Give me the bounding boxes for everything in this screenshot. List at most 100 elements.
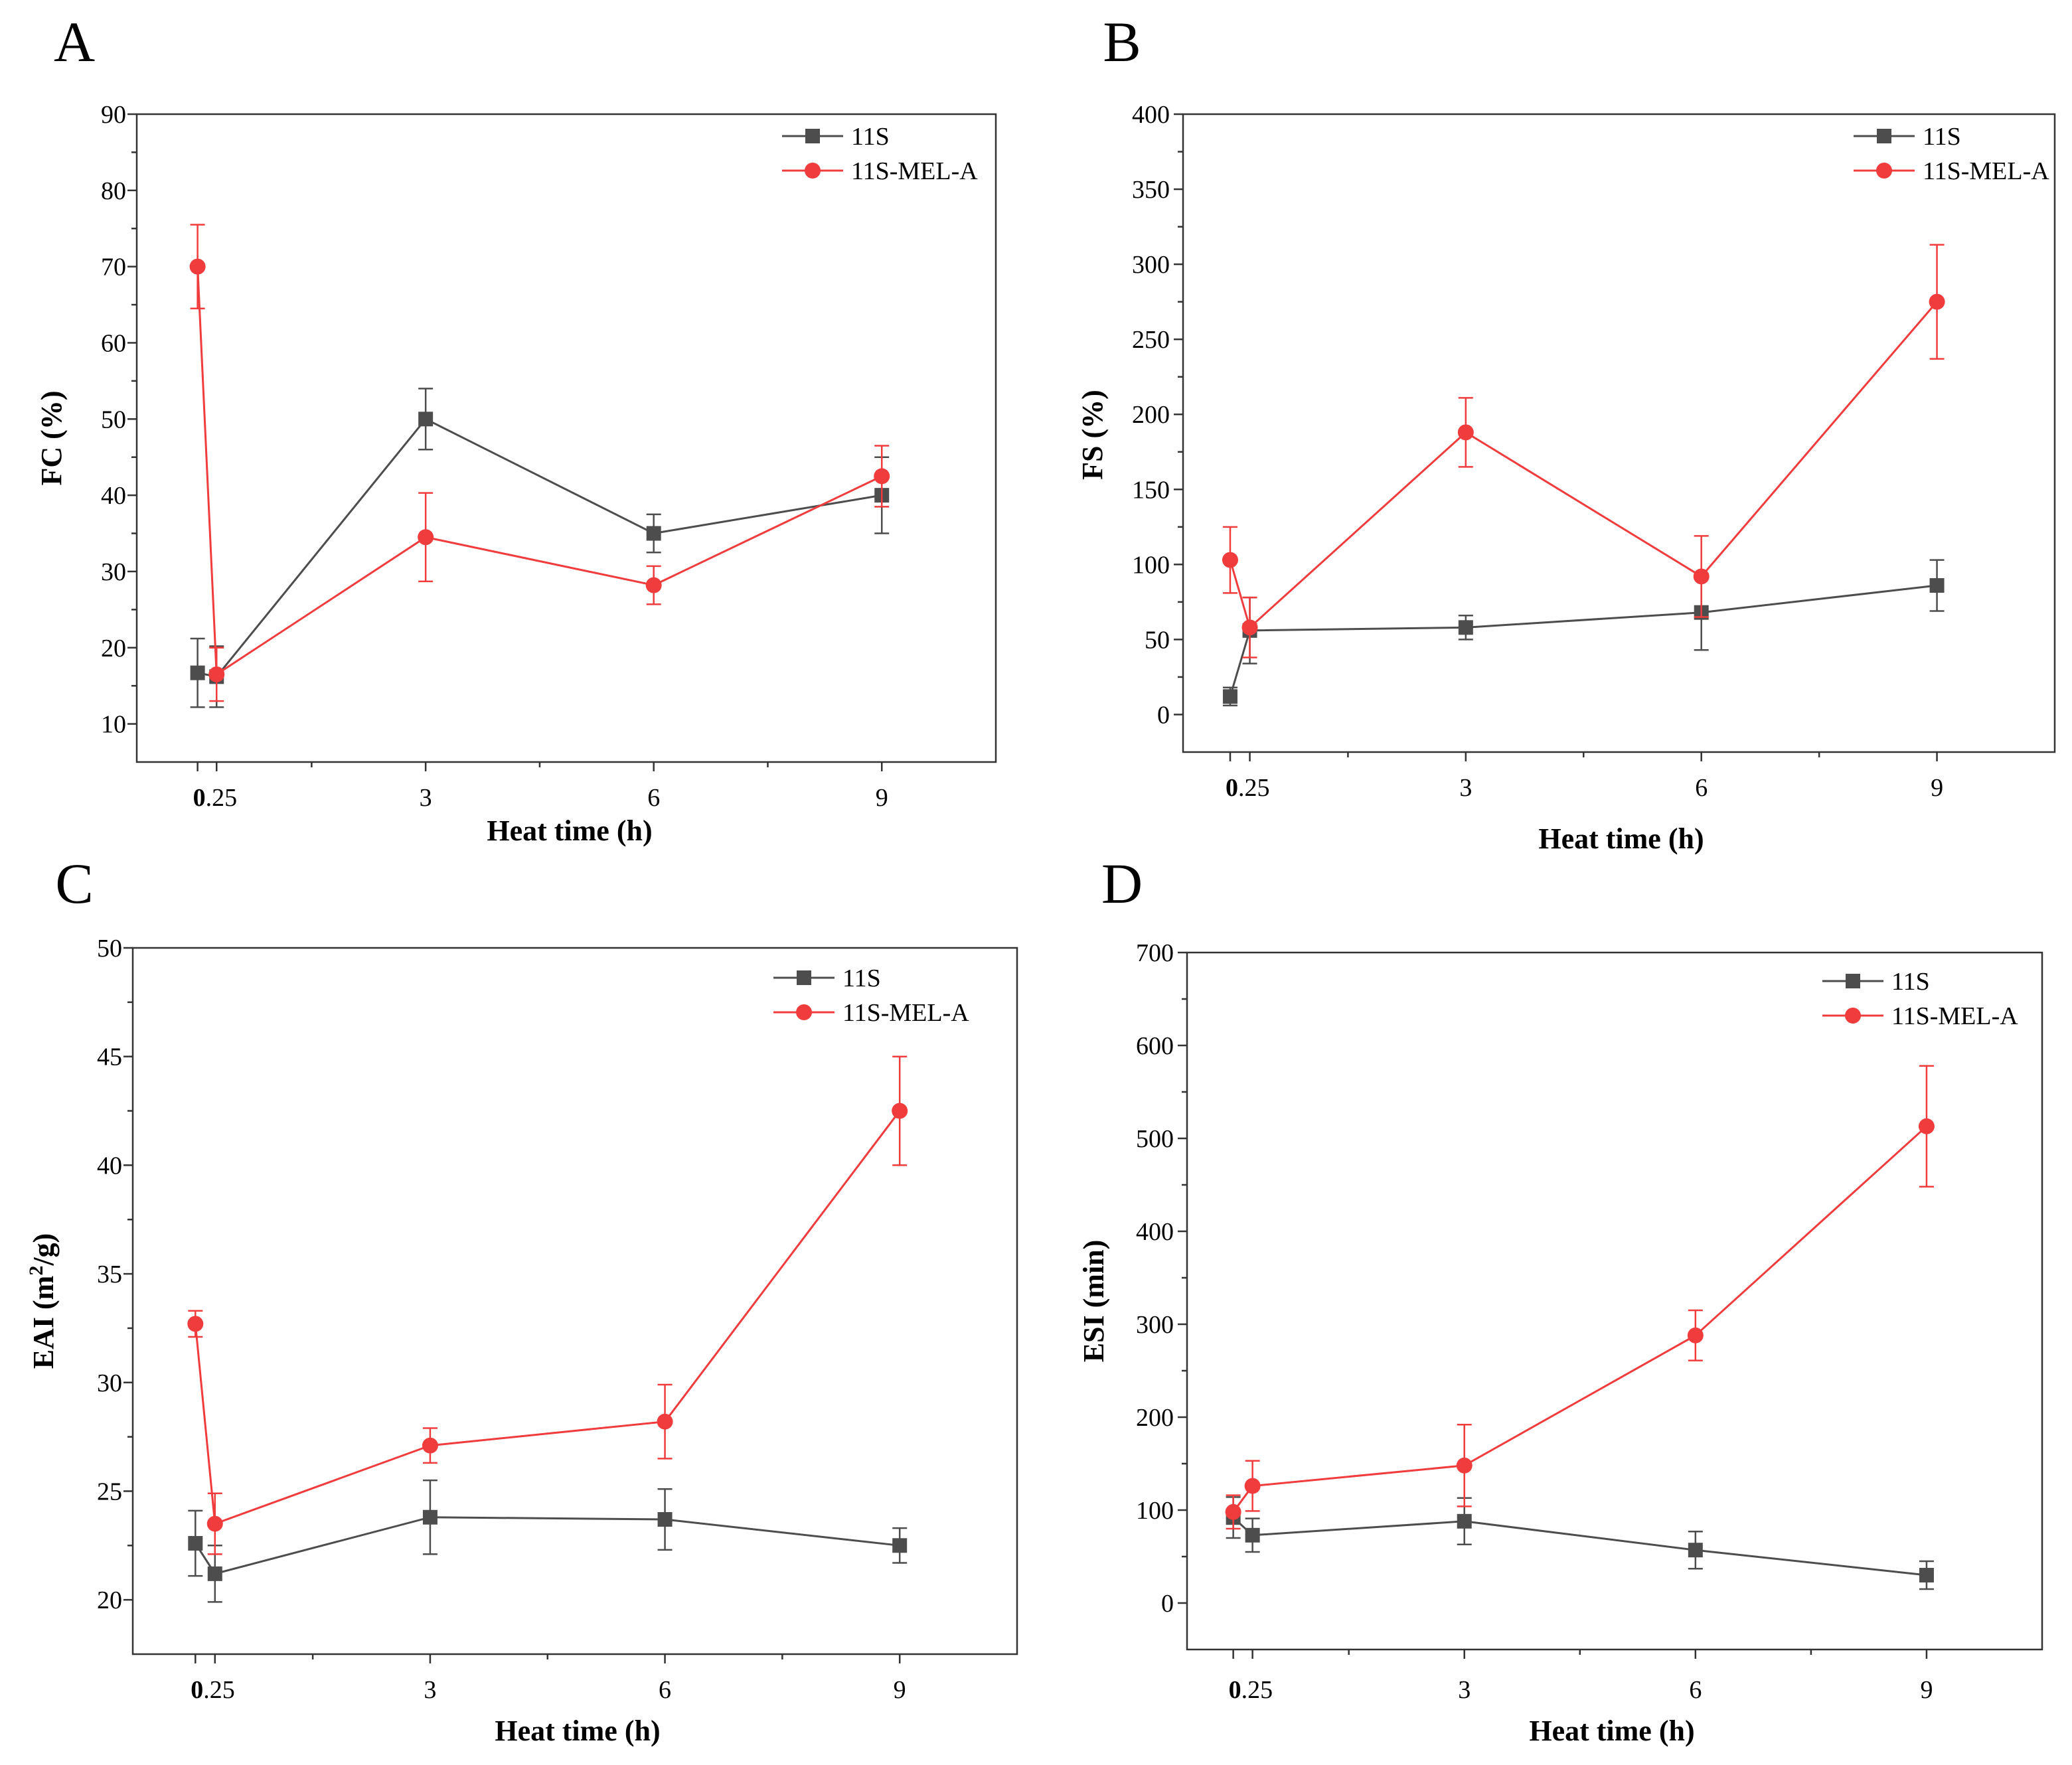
series-line [1232, 1125, 1927, 1513]
data-point [1918, 1118, 1935, 1134]
series-11S-MEL-A: 11S-MEL-A [1225, 1002, 2018, 1530]
legend-marker [1845, 1008, 1861, 1024]
y-tick-label: 20 [97, 1586, 122, 1614]
data-point [1225, 1503, 1241, 1520]
data-point [645, 577, 662, 593]
x-tick-label: 9 [894, 1676, 906, 1704]
x-tick-label: 0 [193, 784, 206, 812]
data-point [1693, 568, 1710, 585]
y-axis-title: EAI (m2/g) [25, 1233, 60, 1369]
series-11S: 11S [190, 123, 890, 708]
y-tick-label: 300 [1136, 1311, 1174, 1339]
data-point [1222, 689, 1237, 704]
data-point [1457, 424, 1474, 441]
legend-marker [805, 129, 820, 143]
legend-marker [1877, 129, 1891, 143]
x-tick-label: 6 [647, 784, 660, 812]
data-point [1687, 1327, 1704, 1343]
legend-marker [796, 1004, 812, 1020]
x-axis-title: Heat time (h) [1538, 822, 1704, 855]
x-tick-label: 0 [1229, 1676, 1241, 1704]
y-tick-label: 400 [1132, 101, 1170, 129]
panel-letter: A [54, 10, 95, 74]
data-point [1919, 1568, 1934, 1582]
y-tick-label: 50 [1145, 626, 1170, 654]
x-axis-title: Heat time (h) [487, 814, 652, 847]
legend-label: 11S-MEL-A [1923, 157, 2049, 185]
series-11S-MEL-A: 11S-MEL-A [1222, 157, 2049, 658]
x-tick-label: 9 [1920, 1676, 1933, 1704]
data-point [207, 1566, 222, 1581]
legend-marker [805, 163, 821, 179]
plot-frame [1182, 113, 2056, 753]
y-tick-label: 250 [1132, 326, 1170, 354]
y-tick-label: 30 [101, 558, 126, 586]
data-point [1241, 619, 1258, 636]
y-axis-title: FC (%) [35, 391, 68, 486]
y-tick-label: 50 [101, 406, 126, 433]
data-point [189, 258, 206, 275]
y-axis-title-sup: 2 [25, 1266, 47, 1276]
series-11S: 11S [188, 964, 908, 1603]
plot-frame [135, 113, 997, 763]
y-axis-title-main: ESI (min) [1077, 1240, 1110, 1363]
data-point [892, 1538, 908, 1553]
y-axis-title: FS (%) [1076, 390, 1109, 480]
legend-label: 11S-MEL-A [851, 157, 978, 185]
x-tick-label: .25 [203, 1676, 235, 1704]
legend-label: 11S [842, 964, 881, 992]
series-line [194, 1110, 901, 1525]
data-point [418, 529, 434, 546]
y-tick-label: 25 [97, 1478, 122, 1505]
data-point [190, 665, 205, 680]
series-11S-MEL-A: 11S-MEL-A [189, 157, 978, 702]
x-tick-label: .25 [206, 784, 238, 812]
y-tick-label: 500 [1136, 1125, 1174, 1153]
data-point [418, 412, 434, 427]
series-11S: 11S [1226, 968, 1934, 1590]
y-tick-label: 35 [97, 1261, 122, 1288]
y-axis-title: ESI (min) [1077, 1240, 1110, 1363]
x-axis-title: Heat time (h) [1529, 1715, 1694, 1747]
data-point [892, 1103, 908, 1119]
data-point [188, 1536, 203, 1551]
y-tick-label: 300 [1132, 251, 1170, 279]
data-point [1688, 1543, 1703, 1558]
panel-letter: D [1101, 852, 1143, 915]
series-line [197, 418, 882, 678]
y-tick-label: 100 [1136, 1497, 1174, 1525]
legend-marker [797, 970, 811, 985]
x-tick-label: 6 [1695, 774, 1708, 802]
y-tick-label: 10 [101, 711, 126, 739]
legend-label: 11S-MEL-A [1891, 1002, 2018, 1030]
data-point [657, 1512, 673, 1527]
data-point [1929, 293, 1945, 310]
y-tick-label: 100 [1132, 551, 1170, 579]
series-line [197, 266, 882, 676]
plot-frame [1186, 951, 2043, 1651]
x-tick-label: .25 [1238, 774, 1270, 802]
legend-marker [1846, 974, 1860, 988]
series-line [1229, 584, 1937, 697]
x-tick-label: 3 [420, 784, 432, 812]
panel-letter: B [1103, 10, 1141, 74]
x-tick-label: 0 [1226, 774, 1238, 802]
y-tick-label: 0 [1161, 1590, 1174, 1618]
y-tick-label: 700 [1136, 939, 1174, 967]
x-tick-label: 9 [1931, 774, 1943, 802]
legend-label: 11S [1923, 123, 1961, 151]
y-tick-label: 50 [97, 935, 122, 962]
legend-label: 11S [1891, 968, 1930, 996]
series-11S-MEL-A: 11S-MEL-A [187, 999, 969, 1555]
x-tick-label: 6 [1689, 1676, 1702, 1704]
y-tick-label: 40 [97, 1152, 122, 1180]
y-tick-label: 150 [1132, 476, 1170, 504]
y-tick-label: 350 [1132, 176, 1170, 204]
y-tick-label: 0 [1157, 701, 1170, 729]
y-tick-label: 200 [1132, 401, 1170, 429]
data-point [1458, 620, 1473, 635]
y-tick-label: 20 [101, 635, 126, 662]
y-tick-label: 80 [101, 177, 126, 205]
